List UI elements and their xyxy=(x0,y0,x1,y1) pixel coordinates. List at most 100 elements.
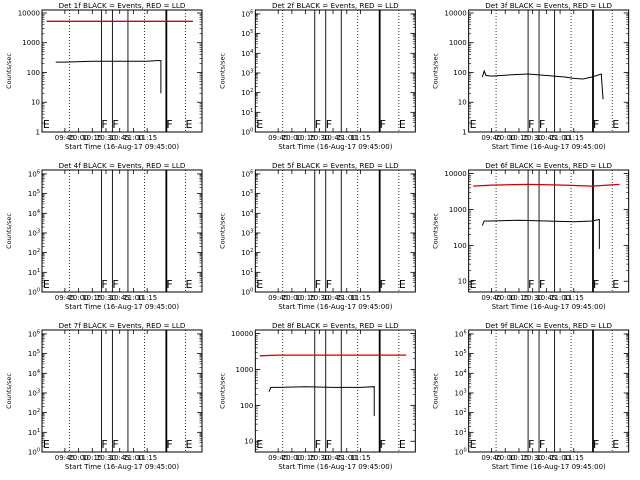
x-axis-label: Start Time (16-Aug-17 09:45:00) xyxy=(278,463,392,471)
x-tick-label: 09:45 xyxy=(481,454,501,462)
lld-series-line xyxy=(473,183,620,187)
lld-series-line xyxy=(259,354,407,357)
x-tick-label: 09:45 xyxy=(55,134,75,142)
y-tick-label: 102 xyxy=(28,408,40,417)
plot-frame xyxy=(254,329,416,453)
x-tick-label: 11:15 xyxy=(137,134,157,142)
y-tick-label: 102 xyxy=(28,248,40,257)
plot-frame xyxy=(468,169,630,293)
y-tick-label: 100 xyxy=(241,288,253,297)
events-series-line xyxy=(55,60,162,94)
x-axis-label: Start Time (16-Aug-17 09:45:00) xyxy=(65,143,179,151)
x-tick-label: 10:00 xyxy=(68,294,88,302)
y-tick-label: 103 xyxy=(28,388,40,397)
x-tick-label: 10:15 xyxy=(296,294,316,302)
event-marker: F xyxy=(539,118,545,131)
y-tick-label: 101 xyxy=(241,268,253,277)
y-tick-label: 1 xyxy=(462,129,466,137)
y-tick-label: 10 xyxy=(31,99,40,107)
x-axis-label: Start Time (16-Aug-17 09:45:00) xyxy=(278,303,392,311)
x-tick-label: 10:45 xyxy=(323,294,343,302)
event-marker: E xyxy=(612,118,619,131)
y-tick-label: 101 xyxy=(241,108,253,117)
x-axis-label: Start Time (16-Aug-17 09:45:00) xyxy=(65,463,179,471)
y-tick-label: 100 xyxy=(453,242,466,250)
y-tick-label: 101 xyxy=(28,428,40,437)
x-tick-label: 10:00 xyxy=(68,134,88,142)
x-tick-label: 10:30 xyxy=(96,294,116,302)
event-marker: E xyxy=(399,118,406,131)
x-tick-label: 09:45 xyxy=(481,134,501,142)
x-tick-label: 10:00 xyxy=(282,454,302,462)
y-tick-label: 1000 xyxy=(449,39,467,47)
x-tick-label: 11:15 xyxy=(564,454,584,462)
x-tick-label: 10:00 xyxy=(282,134,302,142)
detector-panel: Det 6f BLACK = Events, RED = LLD Counts/s… xyxy=(432,161,630,311)
y-axis-label: Counts/sec xyxy=(218,373,226,409)
x-tick-label: 10:45 xyxy=(110,134,130,142)
event-marker: F xyxy=(528,278,534,291)
x-axis-label: Start Time (16-Aug-17 09:45:00) xyxy=(278,143,392,151)
y-tick-label: 102 xyxy=(241,248,253,257)
panel-title: Det 2f BLACK = Events, RED = LLD xyxy=(272,1,399,10)
y-tick-label: 103 xyxy=(455,388,467,397)
y-tick-label: 105 xyxy=(241,29,253,38)
event-marker: E xyxy=(256,278,263,291)
y-tick-label: 104 xyxy=(241,49,253,58)
x-tick-label: 09:45 xyxy=(268,294,288,302)
event-marker: E xyxy=(612,438,619,451)
plot-frame xyxy=(41,9,203,133)
y-axis-label: Counts/sec xyxy=(5,213,13,249)
x-tick-label: 11:00 xyxy=(123,294,143,302)
event-marker: F xyxy=(112,118,118,131)
x-tick-label: 10:30 xyxy=(309,134,329,142)
y-axis-label: Counts/sec xyxy=(5,53,13,89)
x-tick-label: 10:15 xyxy=(509,294,529,302)
y-tick-label: 104 xyxy=(455,369,467,378)
x-tick-label: 11:00 xyxy=(337,134,357,142)
x-tick-label: 11:00 xyxy=(550,294,570,302)
event-marker: E xyxy=(399,438,406,451)
event-marker: F xyxy=(166,278,172,291)
x-tick-label: 11:00 xyxy=(123,454,143,462)
detector-panel: Det 5f BLACK = Events, RED = LLD Counts/s… xyxy=(218,161,416,311)
x-tick-label: 11:00 xyxy=(337,294,357,302)
y-tick-label: 102 xyxy=(455,408,467,417)
event-marker: F xyxy=(593,438,599,451)
panel-title: Det 7f BLACK = Events, RED = LLD xyxy=(59,321,186,330)
x-tick-label: 10:45 xyxy=(110,454,130,462)
plot-frame xyxy=(468,329,630,453)
x-tick-label: 10:45 xyxy=(536,134,556,142)
y-tick-label: 100 xyxy=(455,448,467,457)
x-tick-label: 09:45 xyxy=(268,134,288,142)
x-tick-label: 11:15 xyxy=(350,134,370,142)
x-tick-label: 10:15 xyxy=(296,134,316,142)
x-tick-label: 09:45 xyxy=(55,454,75,462)
y-tick-label: 105 xyxy=(241,189,253,198)
x-tick-label: 11:15 xyxy=(564,294,584,302)
events-series-line xyxy=(481,69,604,100)
panel-title: Det 4f BLACK = Events, RED = LLD xyxy=(59,161,186,170)
event-marker: F xyxy=(101,438,107,451)
x-tick-label: 10:30 xyxy=(523,134,543,142)
event-marker: F xyxy=(528,118,534,131)
x-tick-label: 09:45 xyxy=(481,294,501,302)
y-axis-label: Counts/sec xyxy=(432,213,440,249)
x-tick-label: 11:15 xyxy=(350,294,370,302)
x-tick-label: 11:00 xyxy=(550,134,570,142)
x-tick-label: 10:00 xyxy=(282,294,302,302)
event-marker: E xyxy=(43,438,50,451)
y-tick-label: 10 xyxy=(244,438,253,446)
y-tick-label: 102 xyxy=(241,88,253,97)
detector-panel: Det 9f BLACK = Events, RED = LLD Counts/s… xyxy=(432,321,630,471)
plot-frame xyxy=(468,9,630,133)
plot-frame xyxy=(254,9,416,133)
x-tick-label: 11:00 xyxy=(123,134,143,142)
x-tick-label: 11:15 xyxy=(564,134,584,142)
y-tick-label: 106 xyxy=(28,169,40,178)
y-tick-label: 10 xyxy=(458,278,467,286)
event-marker: F xyxy=(326,438,332,451)
event-marker: F xyxy=(326,278,332,291)
event-marker: F xyxy=(593,278,599,291)
